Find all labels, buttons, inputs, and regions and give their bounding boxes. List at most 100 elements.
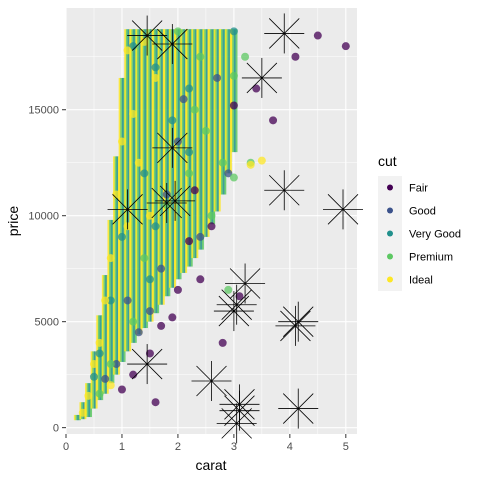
data-point (112, 190, 121, 199)
range-band (197, 29, 199, 250)
data-point (229, 101, 238, 110)
data-point (134, 158, 143, 167)
data-point (117, 385, 126, 394)
x-tick-label: 0 (63, 441, 69, 453)
legend-swatch (387, 207, 393, 214)
data-point (185, 84, 194, 93)
range-band (133, 29, 136, 343)
range-band (118, 77, 121, 362)
range-band (235, 29, 238, 153)
range-band (219, 29, 222, 195)
y-tick-label: 5000 (35, 317, 59, 329)
range-band (142, 29, 145, 329)
range-band (183, 29, 186, 273)
data-point (241, 52, 250, 61)
range-band (211, 29, 214, 225)
data-point (145, 211, 154, 220)
legend-entry: Good (378, 199, 436, 222)
star-marker (213, 291, 254, 332)
legend: cut Fair Good Very Good Premium Ideal (378, 153, 461, 291)
data-point (89, 360, 98, 369)
range-band (194, 29, 197, 259)
range-band (233, 29, 236, 153)
data-point (89, 372, 98, 381)
range-band (157, 29, 160, 305)
data-point (246, 160, 255, 169)
data-point (84, 391, 93, 400)
data-point (140, 254, 149, 263)
legend-label: Very Good (409, 229, 461, 241)
data-point (101, 374, 110, 383)
range-band (149, 29, 152, 322)
x-axis-title: carat (195, 457, 226, 473)
legend-swatch (387, 276, 393, 283)
data-point (112, 360, 121, 369)
x-tick-label: 1 (119, 441, 125, 453)
range-band (129, 29, 132, 343)
data-point (185, 148, 194, 157)
scatter-points (78, 27, 350, 417)
range-band (121, 77, 124, 362)
data-point (140, 169, 149, 178)
data-point (201, 126, 210, 135)
range-band (230, 29, 233, 153)
range-band (232, 29, 235, 153)
range-band (165, 29, 168, 297)
range-band (170, 29, 173, 288)
range-band (208, 29, 211, 225)
star-marker (264, 13, 305, 54)
range-band (172, 29, 175, 288)
range-band (125, 29, 128, 352)
data-point (101, 296, 110, 305)
x-tick-label: 2 (175, 441, 181, 453)
data-point (129, 109, 138, 118)
data-point (151, 222, 160, 231)
star-marker (225, 263, 266, 304)
range-band (105, 275, 108, 394)
range-band (166, 29, 169, 297)
data-point (95, 389, 104, 398)
range-band (148, 29, 151, 322)
data-point (218, 158, 227, 167)
star-marker (264, 170, 305, 211)
legend-swatch (387, 230, 393, 237)
range-band (209, 29, 212, 225)
data-point (185, 237, 194, 246)
star-marker (127, 15, 168, 56)
data-point (145, 275, 154, 284)
range-band (163, 29, 166, 297)
star-marker (155, 180, 196, 221)
y-tick-label: 0 (53, 423, 59, 435)
data-point (313, 31, 322, 40)
range-band (88, 383, 91, 418)
data-point (168, 116, 177, 125)
range-band (228, 29, 231, 174)
star-marker (127, 344, 168, 385)
range-band (217, 29, 220, 212)
data-point (224, 285, 233, 294)
data-point (269, 116, 278, 125)
data-point (341, 42, 350, 51)
range-band (97, 315, 100, 401)
data-point (106, 254, 115, 263)
range-band (193, 29, 196, 259)
range-band (153, 29, 156, 314)
data-point (123, 46, 132, 55)
legend-title: cut (378, 153, 397, 169)
range-band (77, 414, 80, 421)
star-marker (241, 57, 282, 98)
star-marker (216, 284, 257, 325)
star-marker (107, 189, 148, 230)
data-point (134, 328, 143, 337)
data-point (229, 71, 238, 80)
y-tick-label: 15000 (28, 105, 59, 117)
range-band (213, 29, 216, 212)
x-axis-ticks: 0 1 2 3 4 5 (63, 434, 349, 453)
range-band (138, 29, 141, 335)
range-band (159, 29, 162, 305)
range-band (226, 29, 229, 174)
x-tick-label: 3 (231, 441, 237, 453)
data-point (257, 156, 266, 165)
data-point (129, 317, 138, 326)
